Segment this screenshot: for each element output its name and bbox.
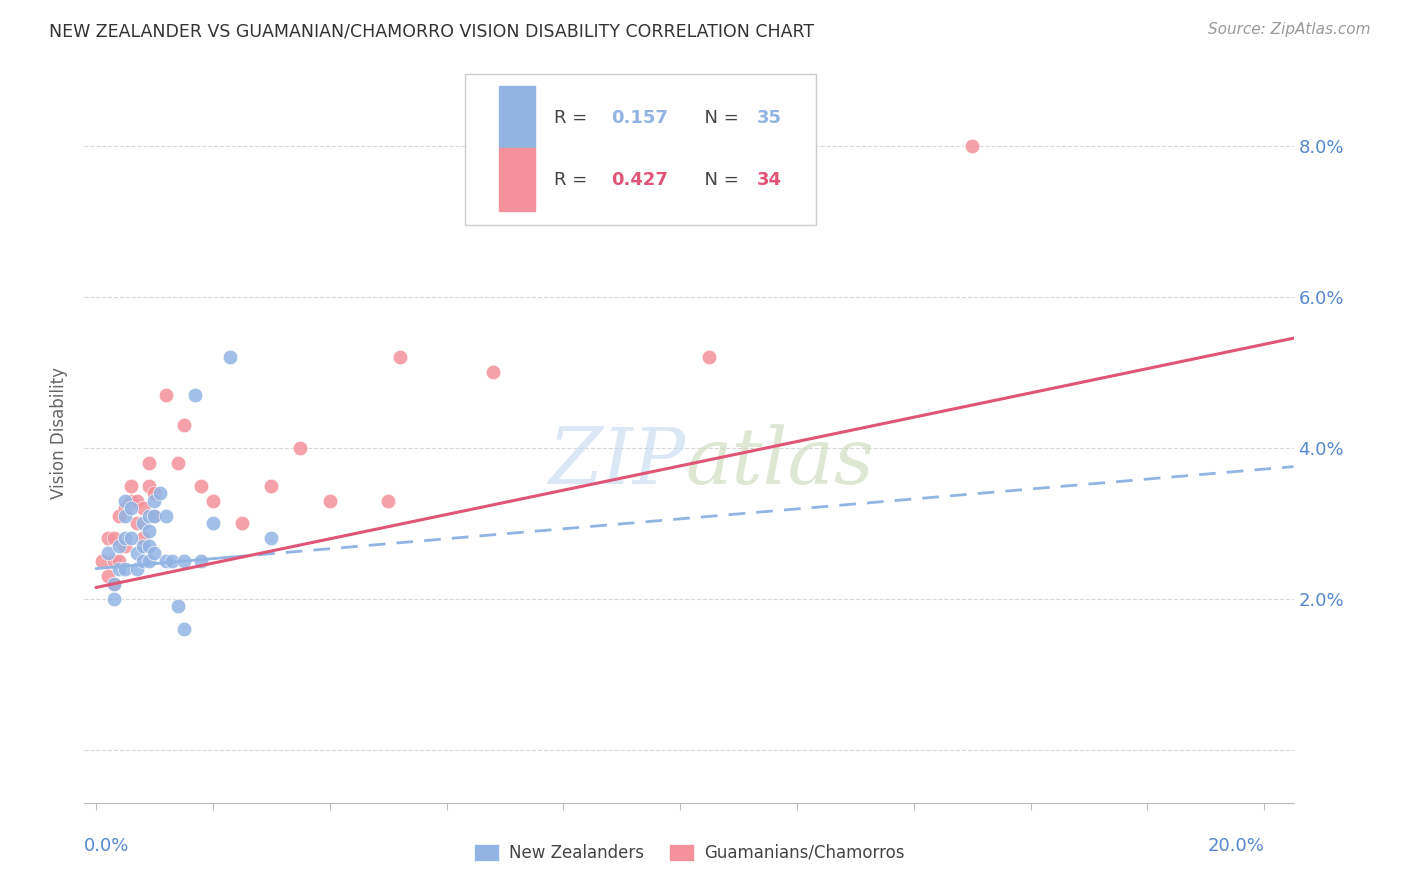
Point: [120, 532, 142, 546]
Point: [108, 561, 131, 575]
Point: [201, 493, 224, 508]
Point: [138, 539, 160, 553]
Point: [388, 350, 411, 364]
Point: [201, 516, 224, 531]
Point: [103, 576, 125, 591]
Point: [166, 456, 188, 470]
Point: [155, 388, 177, 402]
Point: [103, 576, 125, 591]
Point: [173, 418, 195, 433]
Text: ZIP: ZIP: [548, 424, 685, 500]
Text: atlas: atlas: [685, 424, 875, 500]
Point: [960, 138, 983, 153]
FancyBboxPatch shape: [465, 73, 815, 226]
Point: [114, 539, 136, 553]
Text: N =: N =: [693, 170, 744, 188]
Point: [160, 554, 183, 568]
Text: N =: N =: [693, 109, 744, 127]
Point: [143, 486, 166, 500]
Text: R =: R =: [554, 170, 592, 188]
Point: [143, 508, 166, 523]
Point: [114, 532, 136, 546]
Point: [231, 516, 253, 531]
Point: [90, 554, 112, 568]
Point: [173, 622, 195, 636]
Text: 0.157: 0.157: [612, 109, 668, 127]
Point: [132, 539, 155, 553]
Text: R =: R =: [554, 109, 592, 127]
Point: [155, 554, 177, 568]
Point: [103, 532, 125, 546]
Point: [120, 478, 142, 492]
Point: [114, 501, 136, 516]
Point: [166, 599, 188, 614]
Text: 0.427: 0.427: [612, 170, 668, 188]
Point: [260, 532, 283, 546]
Point: [125, 561, 148, 575]
Text: 34: 34: [756, 170, 782, 188]
Text: 20.0%: 20.0%: [1208, 837, 1264, 855]
Point: [103, 554, 125, 568]
Point: [97, 532, 120, 546]
Text: NEW ZEALANDER VS GUAMANIAN/CHAMORRO VISION DISABILITY CORRELATION CHART: NEW ZEALANDER VS GUAMANIAN/CHAMORRO VISI…: [49, 22, 814, 40]
Point: [138, 524, 160, 538]
Point: [97, 569, 120, 583]
Point: [143, 547, 166, 561]
Point: [120, 501, 142, 516]
Point: [149, 486, 172, 500]
Point: [138, 554, 160, 568]
Point: [190, 554, 212, 568]
Point: [108, 539, 131, 553]
Point: [114, 493, 136, 508]
Point: [260, 478, 283, 492]
Point: [482, 365, 505, 379]
Point: [138, 508, 160, 523]
Point: [699, 350, 721, 364]
Point: [190, 478, 212, 492]
Point: [97, 547, 120, 561]
Point: [132, 501, 155, 516]
Point: [155, 508, 177, 523]
Point: [132, 532, 155, 546]
Point: [114, 561, 136, 575]
Point: [219, 350, 242, 364]
Point: [318, 493, 340, 508]
Text: 0.0%: 0.0%: [84, 837, 129, 855]
Point: [125, 493, 148, 508]
Point: [125, 547, 148, 561]
Point: [377, 493, 399, 508]
Point: [184, 388, 207, 402]
Point: [290, 441, 312, 455]
Point: [132, 554, 155, 568]
Point: [108, 554, 131, 568]
Point: [173, 554, 195, 568]
Point: [108, 508, 131, 523]
Point: [138, 478, 160, 492]
Point: [143, 508, 166, 523]
Point: [138, 456, 160, 470]
Point: [125, 516, 148, 531]
Point: [120, 493, 142, 508]
Legend: New Zealanders, Guamanians/Chamorros: New Zealanders, Guamanians/Chamorros: [467, 837, 911, 869]
Y-axis label: Vision Disability: Vision Disability: [51, 367, 69, 499]
Text: 35: 35: [756, 109, 782, 127]
Text: Source: ZipAtlas.com: Source: ZipAtlas.com: [1208, 22, 1371, 37]
FancyBboxPatch shape: [499, 148, 536, 211]
FancyBboxPatch shape: [499, 87, 536, 149]
Point: [143, 493, 166, 508]
Point: [103, 591, 125, 606]
Point: [114, 508, 136, 523]
Point: [132, 516, 155, 531]
